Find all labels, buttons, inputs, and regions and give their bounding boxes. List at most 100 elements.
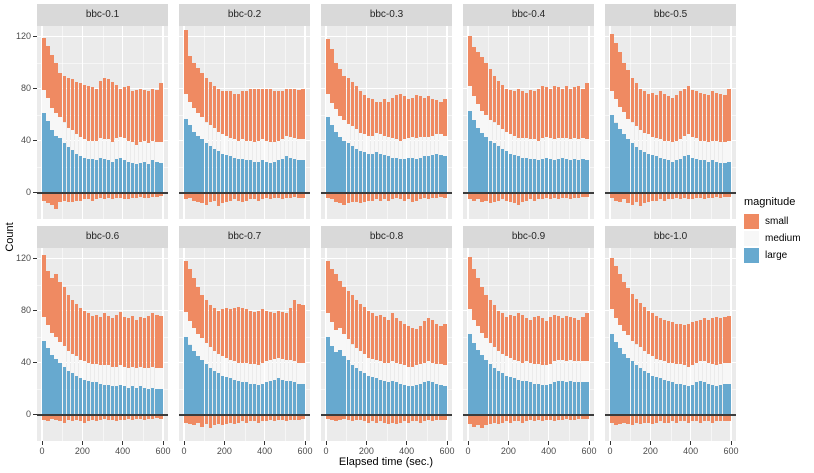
bar-segment-small — [577, 85, 581, 140]
bar-segment-large — [224, 377, 228, 415]
bar-segment-negative — [488, 414, 492, 425]
bar-segment-negative — [378, 414, 382, 422]
bar-segment-medium — [50, 332, 54, 355]
bar-segment-medium — [508, 134, 512, 154]
bar-segment-large — [285, 381, 289, 415]
bar-segment-large — [70, 373, 74, 415]
bar-segment-small — [686, 85, 691, 135]
facet-strip-bbc-0.1: bbc-0.1 — [37, 4, 168, 26]
gridline-v-major — [223, 26, 226, 219]
bar-segment-small — [500, 84, 504, 129]
bar-segment-negative — [634, 192, 638, 203]
bar-segment-small — [256, 88, 261, 141]
bar-segment-large — [188, 344, 192, 415]
bar-segment-large — [106, 160, 111, 193]
bar-segment-large — [366, 375, 370, 415]
bar-segment-medium — [58, 117, 62, 139]
bar-segment-large — [220, 153, 224, 193]
bar-segment-large — [301, 160, 305, 193]
gridline-v-major — [41, 248, 43, 441]
bar-segment-small — [682, 324, 687, 366]
bar-segment-large — [46, 121, 50, 193]
bar-segment-large — [42, 340, 46, 415]
bar-segment-medium — [42, 317, 46, 341]
bar-segment-large — [98, 157, 103, 193]
bar-segment-medium — [58, 341, 62, 363]
bar-segment-negative — [666, 192, 671, 200]
bar-segment-large — [484, 360, 488, 415]
bar-segment-negative — [480, 414, 484, 428]
bar-segment-small — [123, 87, 127, 139]
bar-segment-small — [711, 91, 715, 141]
bar-segment-negative — [82, 192, 86, 200]
bar-segment-large — [244, 160, 249, 193]
zero-line — [179, 413, 310, 416]
bar-segment-medium — [439, 364, 443, 385]
bar-segment-negative — [524, 414, 529, 422]
bar-segment-large — [508, 377, 512, 415]
bar-segment-medium — [90, 140, 94, 159]
bar-segment-negative — [114, 192, 119, 199]
bar-segment-large — [699, 160, 703, 193]
bar-segment-small — [62, 287, 66, 346]
bar-segment-small — [565, 315, 569, 362]
bar-segment-small — [358, 91, 362, 133]
bar-segment-large — [224, 155, 228, 193]
bar-segment-medium — [504, 356, 508, 376]
bar-segment-medium — [553, 361, 557, 383]
bar-segment-small — [484, 62, 488, 115]
bar-segment-negative — [114, 414, 119, 422]
bar-segment-small — [78, 83, 82, 137]
bar-segment-small — [135, 319, 139, 368]
bar-segment-small — [642, 91, 646, 133]
bar-segment-large — [131, 386, 135, 415]
bar-segment-large — [66, 370, 70, 415]
bar-segment-medium — [512, 360, 516, 379]
bar-segment-negative — [516, 414, 520, 422]
gridline-v-major — [304, 248, 306, 441]
x-axis-title: Elapsed time (sec.) — [338, 456, 434, 468]
bar-segment-negative — [330, 414, 334, 421]
x-tick-label: 400 — [683, 446, 699, 456]
bar-segment-negative — [634, 414, 638, 423]
bar-segment-small — [301, 88, 305, 140]
bar-segment-small — [334, 62, 338, 110]
bar-segment-large — [504, 375, 508, 415]
bar-segment-medium — [378, 134, 382, 154]
bar-segment-negative — [394, 192, 399, 199]
bar-segment-small — [127, 318, 131, 368]
bar-segment-small — [269, 311, 273, 361]
bar-segment-negative — [382, 414, 387, 423]
bar-segment-medium — [585, 361, 589, 383]
bar-segment-negative — [212, 414, 216, 426]
bar-segment-medium — [480, 332, 484, 355]
bar-segment-small — [62, 75, 66, 123]
bar-segment-medium — [674, 364, 679, 384]
bar-segment-small — [135, 89, 139, 145]
bar-segment-medium — [236, 140, 240, 159]
bar-segment-negative — [577, 192, 581, 199]
bar-segment-small — [82, 310, 86, 362]
bar-segment-negative — [159, 414, 163, 419]
bar-segment-negative — [220, 192, 224, 204]
gridline-h-major — [605, 362, 736, 364]
bar-segment-negative — [224, 192, 228, 203]
facet-panel-bbc-0.8 — [321, 248, 452, 441]
bar-segment-negative — [46, 414, 50, 422]
bar-segment-medium — [102, 139, 107, 159]
bar-segment-negative — [86, 414, 90, 422]
bar-segment-large — [638, 367, 642, 415]
bar-segment-large — [74, 153, 78, 193]
bar-segment-medium — [374, 360, 378, 379]
bar-segment-negative — [382, 192, 387, 200]
bar-segment-small — [139, 88, 143, 143]
bar-segment-small — [549, 88, 553, 139]
bar-segment-negative — [569, 414, 573, 421]
bar-segment-medium — [54, 336, 58, 359]
x-tick-label: 200 — [74, 446, 90, 456]
bar-segment-negative — [508, 192, 512, 203]
bar-segment-negative — [338, 192, 342, 204]
x-tick-mark — [81, 441, 83, 445]
bar-segment-large — [196, 135, 200, 193]
bar-segment-medium — [204, 122, 208, 144]
